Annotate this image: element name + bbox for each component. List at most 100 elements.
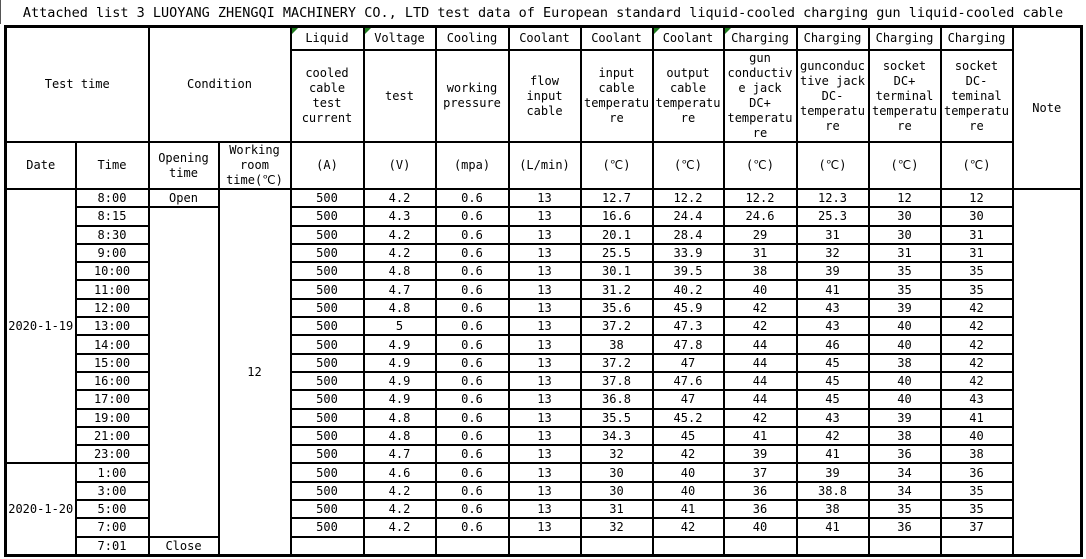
cell-value-col3: 0.6 [434,206,510,227]
cell-value-col7: 12.2 [722,187,798,209]
cell-value-col9: 30 [867,206,942,227]
cell-value-col9: 40 [867,316,942,337]
unit-jack-dcminus: (℃) [795,141,870,190]
subheader-time: Time [74,141,150,190]
header-col-word-jack-dcplus: Charging [722,25,798,51]
cell-value-col2: 4.9 [362,389,437,410]
cell-value-col6: 42 [651,517,725,538]
table-row: 15:00 500 4.9 0.6 13 37.2 47 44 45 38 42 [6,352,1082,373]
cell-value-col3: 0.6 [434,261,510,282]
cell-time: 5:00 [74,499,150,520]
cell-value-col8: 32 [795,242,870,264]
cell-value-col10: 12 [939,187,1014,209]
cell-value-col6: 28.4 [651,224,725,245]
cell-value-col1: 500 [289,407,365,428]
cell-value-col4: 13 [507,425,582,447]
table-row: 21:00 500 4.8 0.6 13 34.3 45 41 42 38 40 [6,425,1082,447]
cell-value-col7: 42 [722,316,798,337]
cell-value-col1: 500 [289,279,365,300]
cell-value-col4: 13 [507,389,582,410]
header-col-rest-coolant-input: input cable temperatu re [579,49,654,143]
header-col-word-jack-dcminus: Charging [795,25,870,51]
table-row: 5:00 500 4.2 0.6 13 31 41 36 38 35 35 [6,499,1082,520]
cell-value-col7: 44 [722,389,798,410]
header-col-word-current: Liquid [289,25,365,51]
cell-value-col3: 0.6 [434,187,510,209]
cell-value-col2: 4.7 [362,279,437,300]
table-row: 7:00 500 4.2 0.6 13 32 42 40 41 36 37 [6,517,1082,538]
cell-value-col6: 47 [651,352,725,373]
cell-value-col4 [507,535,582,557]
cell-value-col5: 16.6 [579,206,654,227]
test-data-table: Test time Condition Liquid Voltage Cooli… [4,25,1083,557]
cell-value-col10: 40 [939,425,1014,447]
cell-value-col2: 4.3 [362,206,437,227]
cell-value-col1: 500 [289,261,365,282]
cell-value-col5: 31.2 [579,279,654,300]
cell-value-col10: 35 [939,480,1014,502]
cell-value-col8: 31 [795,224,870,245]
cell-value-col5: 35.5 [579,407,654,428]
cell-value-col8: 39 [795,261,870,282]
cell-value-col7: 44 [722,334,798,355]
cell-working-room: 12 [217,187,292,557]
cell-value-col8: 12.3 [795,187,870,209]
cell-value-col2: 4.9 [362,370,437,392]
cell-time: 21:00 [74,425,150,447]
cell-value-col1: 500 [289,187,365,209]
cell-value-col3: 0.6 [434,389,510,410]
cell-value-col8: 45 [795,389,870,410]
cell-value-col9: 34 [867,462,942,483]
cell-time: 7:00 [74,517,150,538]
cell-value-col6: 45.9 [651,297,725,319]
header-col-rest-cooling: working pressure [434,49,510,143]
table-row: 14:00 500 4.9 0.6 13 38 47.8 44 46 40 42 [6,334,1082,355]
cell-value-col7: 36 [722,480,798,502]
cell-value-col6: 42 [651,444,725,465]
cell-value-col2: 4.9 [362,334,437,355]
header-col-rest-voltage: test [362,49,437,143]
cell-time: 8:00 [74,187,150,209]
cell-value-col3: 0.6 [434,316,510,337]
cell-value-col7: 41 [722,425,798,447]
error-flag-icon [654,28,660,34]
cell-value-col2: 4.8 [362,297,437,319]
cell-value-col3: 0.6 [434,462,510,483]
cell-time: 1:00 [74,462,150,483]
cell-value-col1: 500 [289,499,365,520]
table-row: 13:00 500 5 0.6 13 37.2 47.3 42 43 40 42 [6,316,1082,337]
cell-value-col9: 38 [867,352,942,373]
cell-value-col4: 13 [507,297,582,319]
cell-date: 2020-1-19 [4,187,77,465]
unit-coolant-input: (℃) [579,141,654,190]
cell-value-col4: 13 [507,517,582,538]
unit-coolant-flow: (L/min) [507,141,582,190]
cell-value-col3: 0.6 [434,425,510,447]
cell-value-col6: 41 [651,499,725,520]
cell-value-col10: 43 [939,389,1014,410]
cell-value-col10: 35 [939,261,1014,282]
cell-value-col6: 45.2 [651,407,725,428]
cell-value-col5: 20.1 [579,224,654,245]
unit-socket-dcplus: (℃) [867,141,942,190]
cell-value-col10: 42 [939,297,1014,319]
cell-date: 2020-1-20 [4,462,77,557]
cell-time: 19:00 [74,407,150,428]
cell-value-col9: 35 [867,279,942,300]
header-col-rest-socket-dcplus: socket DC+ terminal temperatu re [867,49,942,143]
cell-value-col10 [939,535,1014,557]
cell-value-col8: 45 [795,352,870,373]
table-row: 8:30 500 4.2 0.6 13 20.1 28.4 29 31 30 31 [6,224,1082,245]
cell-value-col3: 0.6 [434,370,510,392]
cell-time: 8:30 [74,224,150,245]
cell-value-col4: 13 [507,370,582,392]
cell-value-col3: 0.6 [434,297,510,319]
cell-value-col8: 41 [795,444,870,465]
cell-opening-close: Close [147,535,220,557]
cell-value-col1: 500 [289,425,365,447]
cell-opening-open: Open [147,187,220,209]
cell-value-col6: 33.9 [651,242,725,264]
cell-value-col10: 35 [939,499,1014,520]
cell-value-col4: 13 [507,407,582,428]
